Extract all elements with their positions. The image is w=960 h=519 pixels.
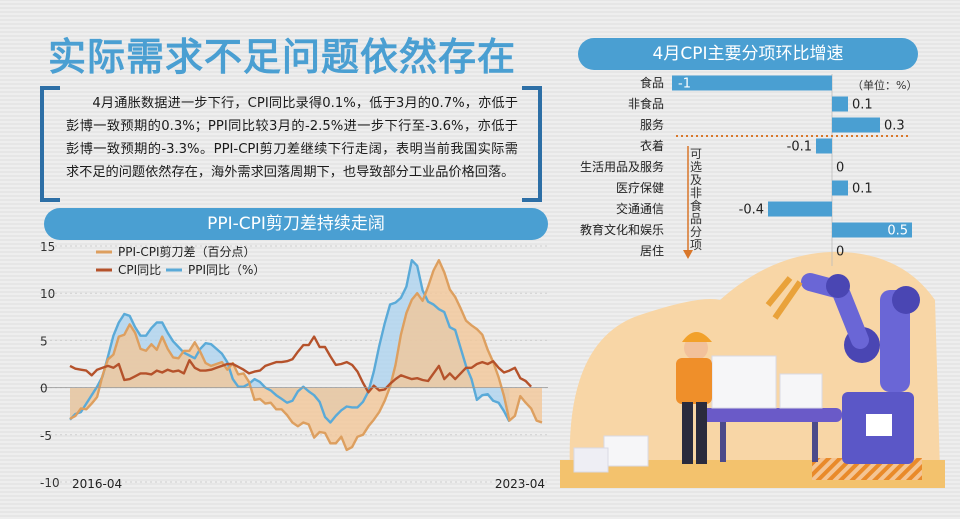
robot-panel — [866, 414, 892, 436]
y-tick-label: 15 — [40, 240, 55, 254]
bar — [672, 75, 832, 91]
robot-pillar — [880, 290, 910, 392]
worker-legs — [696, 402, 707, 464]
category-label: 医疗保健 — [616, 181, 664, 195]
bar-value-label: 0 — [836, 245, 844, 260]
category-label: 交通通信 — [616, 201, 664, 216]
bar-value-label: 0.1 — [852, 182, 873, 197]
bar-value-label: 0.1 — [852, 98, 873, 113]
legend: PPI-CPI剪刀差（百分点） CPI同比 PPI同比（%） — [96, 244, 265, 277]
conveyor-belt — [702, 408, 842, 422]
bar-chart-title: 4月CPI主要分项环比增速 — [578, 38, 918, 70]
bar — [816, 138, 832, 154]
page-title: 实际需求不足问题依然存在 — [48, 35, 517, 79]
category-label: 居住 — [640, 244, 664, 258]
arrow-head — [683, 250, 693, 259]
bar-value-label: 0.3 — [884, 119, 905, 134]
bar-value-label: 0.5 — [887, 224, 908, 239]
legend-label: PPI-CPI剪刀差（百分点） — [118, 244, 256, 259]
y-tick-label: -10 — [40, 476, 60, 490]
y-tick-label: 0 — [40, 382, 48, 396]
robot-joint — [892, 286, 920, 314]
category-label: 食品 — [640, 75, 664, 90]
bar — [832, 222, 912, 238]
cpi-series-line — [69, 335, 532, 394]
ppi-series-line — [69, 259, 511, 424]
bar — [768, 201, 832, 217]
category-label: 生活用品及服务 — [580, 159, 664, 174]
y-tick-label: -5 — [40, 429, 52, 443]
bar — [832, 180, 848, 196]
gap-series-line — [69, 259, 543, 452]
y-tick-label: 10 — [40, 287, 55, 301]
line-chart-title: PPI-CPI剪刀差持续走阔 — [44, 208, 548, 240]
bar — [832, 117, 880, 133]
bar — [832, 96, 848, 112]
right-bracket — [522, 86, 542, 202]
x-tick-label: 2023-04 — [495, 477, 545, 491]
box — [779, 373, 823, 409]
bar-value-label: -0.4 — [739, 203, 764, 218]
legend-label: CPI同比 — [118, 263, 161, 277]
bar-value-label: 0 — [836, 161, 844, 176]
bar-value-label: -1 — [678, 77, 691, 92]
arrow-note: 可选及非食品分项 — [690, 147, 703, 252]
box — [711, 355, 777, 409]
robot-joint — [826, 274, 850, 298]
category-label: 教育文化和娱乐 — [580, 222, 664, 237]
bar-value-label: -0.1 — [787, 140, 812, 155]
category-label: 衣着 — [640, 138, 664, 153]
worker-vest — [676, 358, 712, 404]
worker-legs — [682, 402, 693, 464]
conveyor-legs — [812, 422, 818, 462]
robot-gripper — [765, 276, 803, 320]
category-label: 服务 — [640, 117, 664, 132]
unit-label: （单位：%） — [852, 78, 917, 92]
gap-series-area — [70, 260, 542, 450]
box — [603, 435, 649, 467]
x-tick-label: 2016-04 — [72, 477, 122, 491]
category-label: 非食品 — [628, 96, 664, 111]
left-bracket — [40, 86, 60, 202]
y-tick-label: 5 — [40, 334, 48, 348]
conveyor-legs — [720, 422, 726, 462]
summary-text: 4月通胀数据进一步下行，CPI同比录得0.1%，低于3月的0.7%，亦低于彭博一… — [66, 96, 518, 180]
box — [573, 447, 609, 473]
worker-helmet — [682, 332, 712, 342]
legend-label: PPI同比（%） — [188, 263, 265, 277]
